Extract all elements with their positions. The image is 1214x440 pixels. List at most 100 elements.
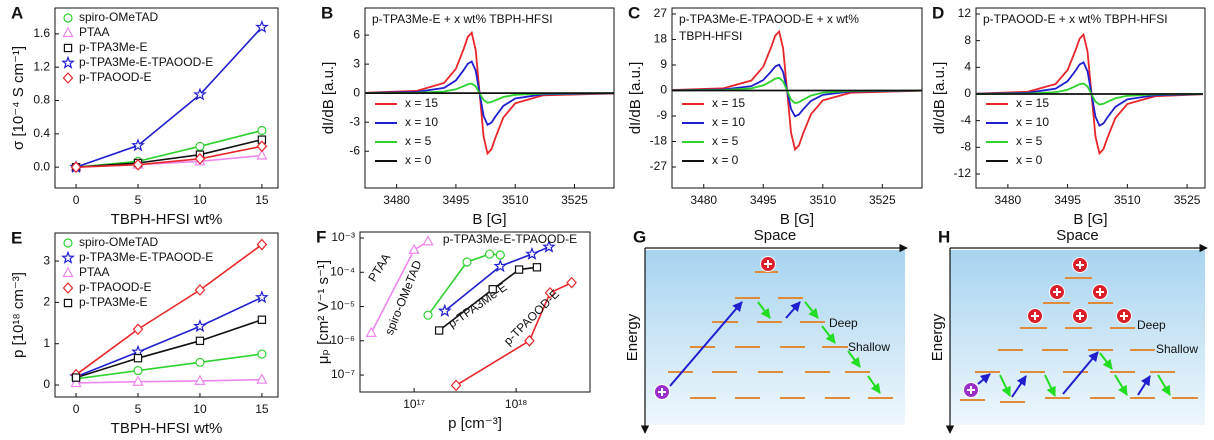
y-tick-label: -18	[650, 134, 668, 148]
relax-arrow	[1099, 352, 1113, 370]
y-axis-label: μₚ [cm² V⁻¹ s⁻¹]	[315, 260, 332, 364]
marker-diamond	[544, 287, 556, 299]
marker-diamond	[524, 334, 535, 347]
x-tick-label: 3510	[502, 193, 529, 207]
marker-triangle	[194, 374, 206, 385]
y-tick-label: 1.6	[33, 26, 50, 40]
panel-label: C	[628, 3, 640, 22]
marker-star	[542, 239, 556, 253]
x-tick-label: 5	[135, 402, 142, 416]
y-tick-label: 12	[958, 6, 972, 20]
series-line	[75, 243, 263, 376]
marker-star	[131, 138, 145, 152]
series-line	[427, 253, 501, 316]
marker-circle	[485, 249, 495, 259]
plot-frame	[54, 232, 279, 398]
marker-diamond	[132, 323, 144, 336]
legend-label: p-TPAOOD-E	[79, 70, 151, 84]
trapped-hole-sign	[1076, 312, 1084, 320]
hop-arrow	[669, 301, 743, 387]
legend-marker	[63, 13, 73, 23]
legend-label: x = 5	[1016, 134, 1043, 148]
y-tick-label: 4	[964, 60, 971, 74]
y-axis-label: dI/dB [a.u.]	[320, 62, 337, 135]
hop-arrow	[785, 301, 801, 319]
panel-label: G	[633, 227, 646, 246]
marker-diamond	[450, 379, 462, 392]
marker-circle	[257, 349, 267, 359]
y-tick-label: 8	[964, 33, 971, 47]
energy-label: Energy	[624, 313, 641, 361]
x-axis-label: TBPH-HFSI wt%	[111, 420, 223, 437]
marker-star	[255, 290, 269, 304]
marker-square	[532, 263, 542, 272]
hop-arrow	[1011, 375, 1027, 398]
x-tick-label: 3525	[1174, 193, 1201, 207]
legend-marker	[62, 26, 74, 38]
x-tick-label: 3495	[1054, 193, 1081, 207]
panel-label: E	[11, 228, 22, 247]
legend-label: spiro-OMeTAD	[79, 10, 158, 24]
marker-triangle	[132, 375, 144, 386]
marker-triangle	[422, 235, 434, 246]
series-line	[75, 129, 263, 168]
series-line	[76, 378, 262, 384]
shallow-label: Shallow	[1156, 342, 1198, 356]
legend-label: x = 15	[405, 96, 438, 110]
x-tick-label: 3510	[1114, 193, 1141, 207]
relax-arrow	[1157, 374, 1171, 396]
y-tick-label: 3	[43, 253, 50, 267]
marker-star	[193, 319, 207, 333]
panel-title: TBPH-HFSI	[679, 29, 742, 43]
legend-marker	[62, 266, 74, 278]
marker-diamond	[566, 276, 577, 289]
x-axis-label: p [cm⁻³]	[448, 415, 502, 432]
trapped-hole-sign	[1076, 261, 1084, 269]
marker-circle	[133, 365, 143, 376]
trapped-hole-sign	[764, 260, 772, 268]
panel-title: p-TPA3Me-E + x wt% TBPH-HFSI	[372, 12, 553, 26]
legend-label: x = 0	[405, 153, 432, 167]
x-tick-label: 10¹⁸	[505, 397, 527, 411]
plot-frame	[671, 7, 923, 189]
plot-frame	[975, 7, 1206, 189]
legend-label: p-TPA3Me-E-TPAOOD-E	[79, 250, 213, 264]
y-tick-label: 9	[660, 57, 667, 71]
x-tick-label: 10	[193, 402, 207, 416]
plot-frame	[359, 231, 591, 393]
y-axis-label: p [10¹⁸ cm⁻³]	[10, 272, 27, 358]
legend-label: PTAA	[79, 25, 109, 39]
relax-arrow	[757, 301, 771, 319]
x-tick-label: 3510	[809, 193, 836, 207]
relax-arrow	[821, 325, 836, 344]
marker-square	[514, 265, 524, 274]
plot-frame	[54, 7, 279, 189]
series-line	[76, 138, 263, 168]
panel-label: A	[11, 3, 23, 22]
plot-area	[976, 32, 1204, 156]
deep-label: Deep	[829, 316, 858, 330]
y-tick-label: 0.0	[33, 159, 50, 173]
marker-diamond	[194, 152, 206, 165]
legend-marker	[61, 55, 75, 69]
marker-star	[193, 87, 207, 101]
y-tick-label: 27	[654, 6, 668, 20]
marker-star	[525, 246, 539, 260]
trapped-hole-sign	[1120, 312, 1128, 320]
marker-circle	[257, 125, 267, 136]
y-tick-label: 10⁻⁶	[330, 333, 355, 347]
y-tick-label: 10⁻⁵	[330, 299, 355, 313]
legend-label: x = 10	[1016, 115, 1049, 129]
x-tick-label: 3525	[869, 193, 896, 207]
y-tick-label: 0	[353, 85, 360, 99]
plot-area	[365, 30, 614, 156]
trapped-hole-sign	[1096, 288, 1104, 296]
x-tick-label: 10	[193, 193, 207, 207]
x-tick-label: 3495	[443, 193, 470, 207]
series-label: p-TPA3Me-E	[445, 280, 509, 331]
y-tick-label: 3	[353, 56, 360, 70]
y-tick-label: 2	[43, 295, 50, 309]
legend-label: p-TPA3Me-E-TPAOOD-E	[79, 55, 213, 69]
legend-marker	[62, 282, 74, 294]
series-line	[438, 266, 538, 332]
